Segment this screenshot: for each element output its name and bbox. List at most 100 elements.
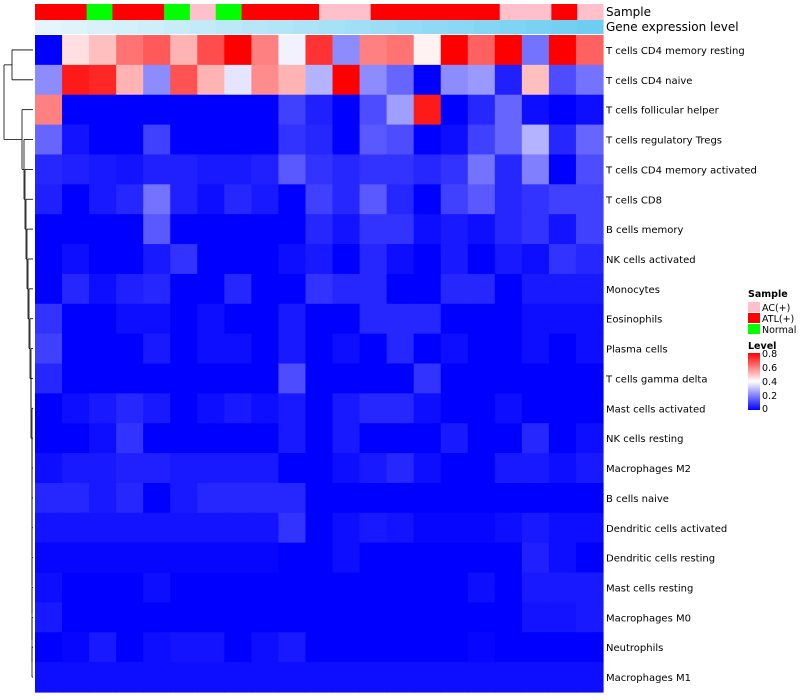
heatmap-cell [278,154,307,185]
heatmap-cell [305,333,334,365]
heatmap-cell [116,303,144,335]
heatmap-cell [197,393,225,424]
heatmap-cell [197,64,225,96]
heatmap-cell [251,333,280,365]
heatmap-cell [332,184,361,215]
heatmap-cell [494,214,523,245]
heatmap-cell [197,423,225,454]
sample-annotation-cell [344,4,372,20]
heatmap-cell [143,512,171,544]
heatmap-cell [575,542,604,574]
sample-annotation-cell [499,4,527,20]
legend-sample-title: Sample [748,289,788,300]
heatmap-cell [224,572,252,604]
heatmap-cell [467,64,496,96]
heatmap-cell [413,363,442,394]
heatmap-cell [548,482,577,514]
row-label: NK cells activated [606,255,696,266]
heatmap-cell [440,602,469,633]
legend-label-normal: Normal [762,325,796,336]
heatmap-cell [278,393,307,424]
heatmap-cell [305,244,334,275]
heatmap-cell [332,35,361,66]
heatmap-cell [224,602,252,633]
heatmap-cell [35,453,63,484]
heatmap-cell [62,244,90,275]
gene-expression-annotation-cell [525,20,552,34]
heatmap-cell [440,333,469,365]
heatmap-cell [359,184,388,215]
heatmap-cell [332,512,361,544]
heatmap-cell [305,35,334,66]
heatmap-cell [386,94,415,126]
heatmap-cell [197,154,225,185]
heatmap-cell [332,453,361,484]
heatmap-cell [62,393,90,424]
heatmap-cell [35,602,63,633]
heatmap-cell [548,64,577,96]
heatmap-cell [494,572,523,604]
heatmap-cell [62,602,90,633]
heatmap-cell [359,94,388,126]
heatmap-cell [62,453,90,484]
heatmap-cell [224,214,252,245]
heatmap-cell [386,214,415,245]
heatmap-cell [332,572,361,604]
heatmap-cell [35,154,63,185]
gene-expression-annotation-cell [396,20,423,34]
heatmap-cell [170,273,198,305]
heatmap-cell [386,662,415,693]
row-dendrogram [3,49,33,678]
heatmap-cell [494,482,523,514]
legend-label-ac: AC(+) [762,303,790,314]
heatmap-cell [575,303,604,335]
heatmap-cell [62,94,90,126]
row-label: T cells follicular helper [605,106,720,117]
row-label: T cells CD8 [605,195,662,206]
heatmap-cell [197,453,225,484]
heatmap-cell [35,273,63,305]
heatmap-cell [35,244,63,275]
gene-expression-annotation-cell [215,20,243,34]
heatmap-cell [35,333,63,365]
heatmap-cell [278,333,307,365]
sample-annotation-cell [551,4,578,20]
heatmap-cell [575,662,604,693]
row-label: Macrophages M0 [606,613,691,624]
gene-expression-annotation-cell [35,20,62,34]
heatmap-cell [494,94,523,126]
heatmap-cell [197,214,225,245]
heatmap-cell [143,333,171,365]
heatmap-cell [89,184,117,215]
heatmap-cell [197,303,225,335]
sample-annotation-cell [370,4,398,20]
heatmap-cell [359,124,388,156]
heatmap-cell [170,482,198,514]
sample-annotation-cell [164,4,191,20]
legend-level-tick-0.2: 0.2 [762,391,777,402]
heatmap-cell [170,184,198,215]
heatmap-cell [170,423,198,454]
sample-annotation-cell [473,4,501,20]
heatmap-cell [332,154,361,185]
heatmap-cell [332,542,361,574]
heatmap-cell [251,393,280,424]
heatmap-cell [521,273,550,305]
row-labels: T cells CD4 memory resting T cells CD4 na… [605,46,757,684]
heatmap-cell [413,244,442,275]
heatmap-cell [143,214,171,245]
heatmap-cell [413,512,442,544]
heatmap-cell [197,363,225,394]
heatmap-cell [170,94,198,126]
heatmap-cell [116,64,144,96]
heatmap-cell [440,572,469,604]
heatmap-cell [332,602,361,633]
heatmap-cell [224,393,252,424]
gene-expression-annotation-bar [35,20,604,34]
heatmap-cell [548,363,577,394]
heatmap-cell [251,662,280,693]
heatmap-cell [332,482,361,514]
heatmap-cell [386,64,415,96]
heatmap-cell [116,482,144,514]
heatmap-cell [116,542,144,574]
